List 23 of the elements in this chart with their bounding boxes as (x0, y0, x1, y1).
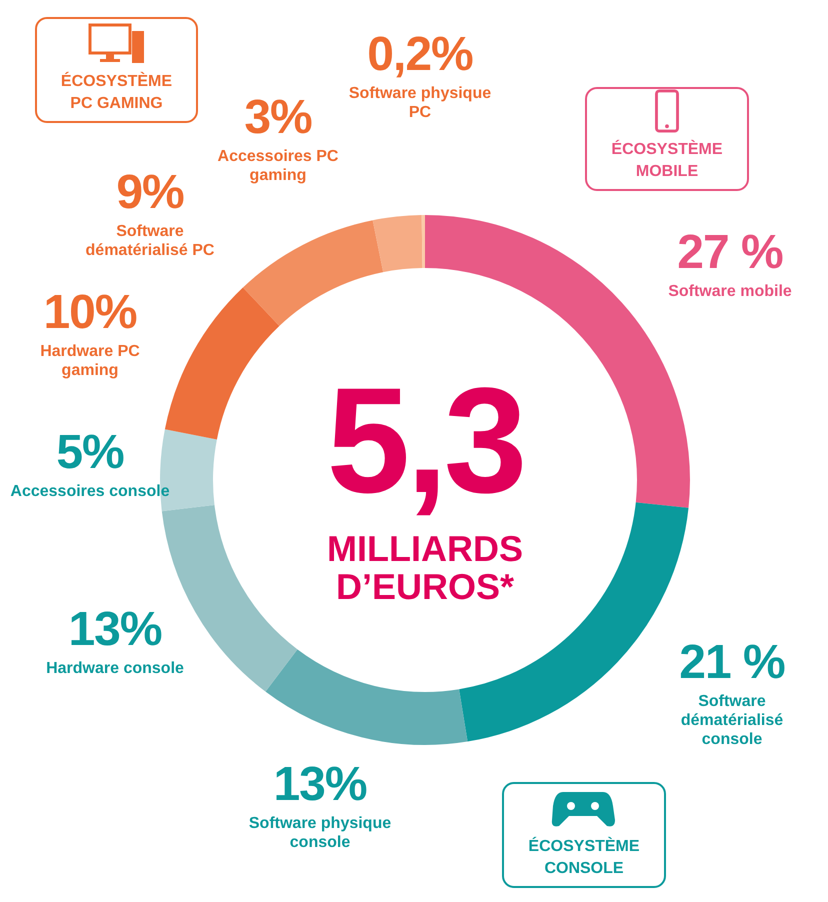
data-label: 5% (55, 426, 125, 479)
slice-label: Software mobile (667, 282, 793, 301)
text: MILLIARDS D’EUROS* (326, 528, 524, 607)
text: 5,3 (326, 356, 524, 524)
data-label: 0,2% (366, 28, 474, 81)
data-label: 27 % (676, 226, 784, 279)
text: ÉCOSYSTÈME CONSOLE (527, 836, 641, 879)
data-label: 3% (244, 91, 312, 144)
slice-label: Software physique PC (348, 84, 492, 122)
text: ÉCOSYSTÈME PC GAMING (60, 71, 174, 114)
slice-label: Accessoires console (10, 482, 170, 501)
slice-label: Hardware console (45, 659, 185, 678)
data-label: 9% (115, 166, 185, 219)
slice-label: Accessoires PC gaming (216, 147, 340, 185)
data-label: 21 % (678, 636, 786, 689)
slice-label: Hardware PC gaming (39, 342, 141, 380)
data-label: 13% (67, 603, 163, 656)
slice-label: Software dématérialisé console (680, 692, 784, 749)
slice-label: Software dématérialisé PC (84, 222, 216, 260)
data-label: 10% (42, 286, 138, 339)
data-label: 13% (272, 758, 368, 811)
text: ÉCOSYSTÈME MOBILE (610, 139, 724, 182)
slice-label: Software physique console (248, 814, 392, 852)
